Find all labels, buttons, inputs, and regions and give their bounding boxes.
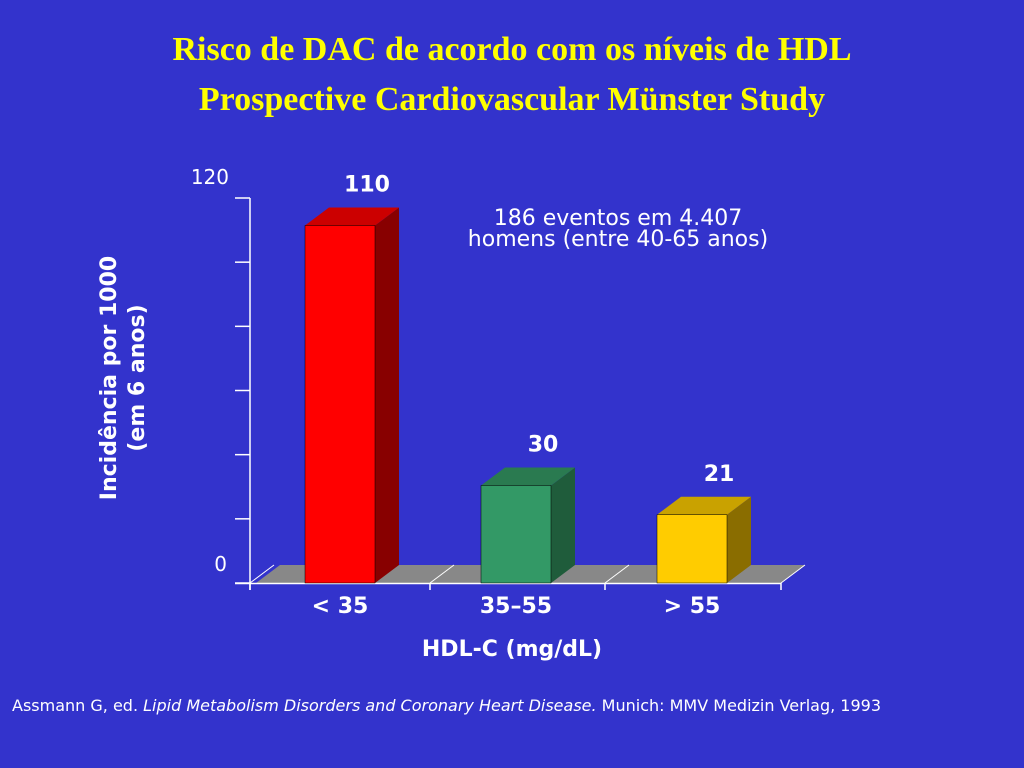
floor-divider xyxy=(780,564,806,584)
slide-title-line2: Prospective Cardiovascular Münster Study xyxy=(198,81,826,118)
bar-side xyxy=(375,207,399,583)
bar-1 xyxy=(304,207,399,584)
y-axis-ticks xyxy=(235,197,250,584)
x-tick-label: 35–55 xyxy=(480,594,552,619)
y-tick-label-min: 0 xyxy=(214,552,227,576)
x-tick-label: < 35 xyxy=(312,594,369,619)
y-axis-label-line2: (em 6 anos) xyxy=(125,304,150,451)
x-tick-label: > 55 xyxy=(664,594,721,619)
bar-front xyxy=(656,514,728,584)
bar-value-label: 30 xyxy=(528,433,559,458)
x-axis-label: HDL-C (mg/dL) xyxy=(422,637,602,662)
footnote-title: Lipid Metabolism Disorders and Coronary … xyxy=(143,696,597,715)
chart-annotation-line1: 186 eventos em 4.407 xyxy=(494,206,743,231)
bar-top xyxy=(481,467,575,486)
y-tick-label-max: 120 xyxy=(191,165,229,189)
bar-chart: 110 < 35 30 35–55 21 > 55 120 0 Incidência po… xyxy=(97,165,806,662)
bar-side xyxy=(727,496,751,583)
bar-top xyxy=(305,207,399,226)
bars: 110 < 35 30 35–55 21 > 55 xyxy=(304,173,751,619)
chart-annotation-line2: homens (entre 40-65 anos) xyxy=(468,227,768,252)
bar-top xyxy=(657,496,751,515)
source-footnote: Assmann G, ed. Lipid Metabolism Disorder… xyxy=(12,696,1012,716)
bar-front xyxy=(304,225,376,584)
bar-side xyxy=(551,467,575,583)
footnote-suffix: Munich: MMV Medizin Verlag, 1993 xyxy=(596,696,882,715)
footnote-prefix: Assmann G, ed. xyxy=(12,696,144,715)
bar-value-label: 21 xyxy=(704,462,735,487)
bar-value-label: 110 xyxy=(344,173,390,198)
slide-title-line1: Risco de DAC de acordo com os níveis de … xyxy=(172,31,852,68)
floor-divider xyxy=(429,564,455,584)
y-axis-label-line1: Incidência por 1000 xyxy=(97,256,122,500)
floor-dividers xyxy=(249,564,806,590)
bar-3 xyxy=(656,496,751,584)
floor-divider xyxy=(249,564,275,584)
bar-front xyxy=(480,485,552,584)
bar-2 xyxy=(480,467,575,584)
floor-divider xyxy=(604,564,630,584)
